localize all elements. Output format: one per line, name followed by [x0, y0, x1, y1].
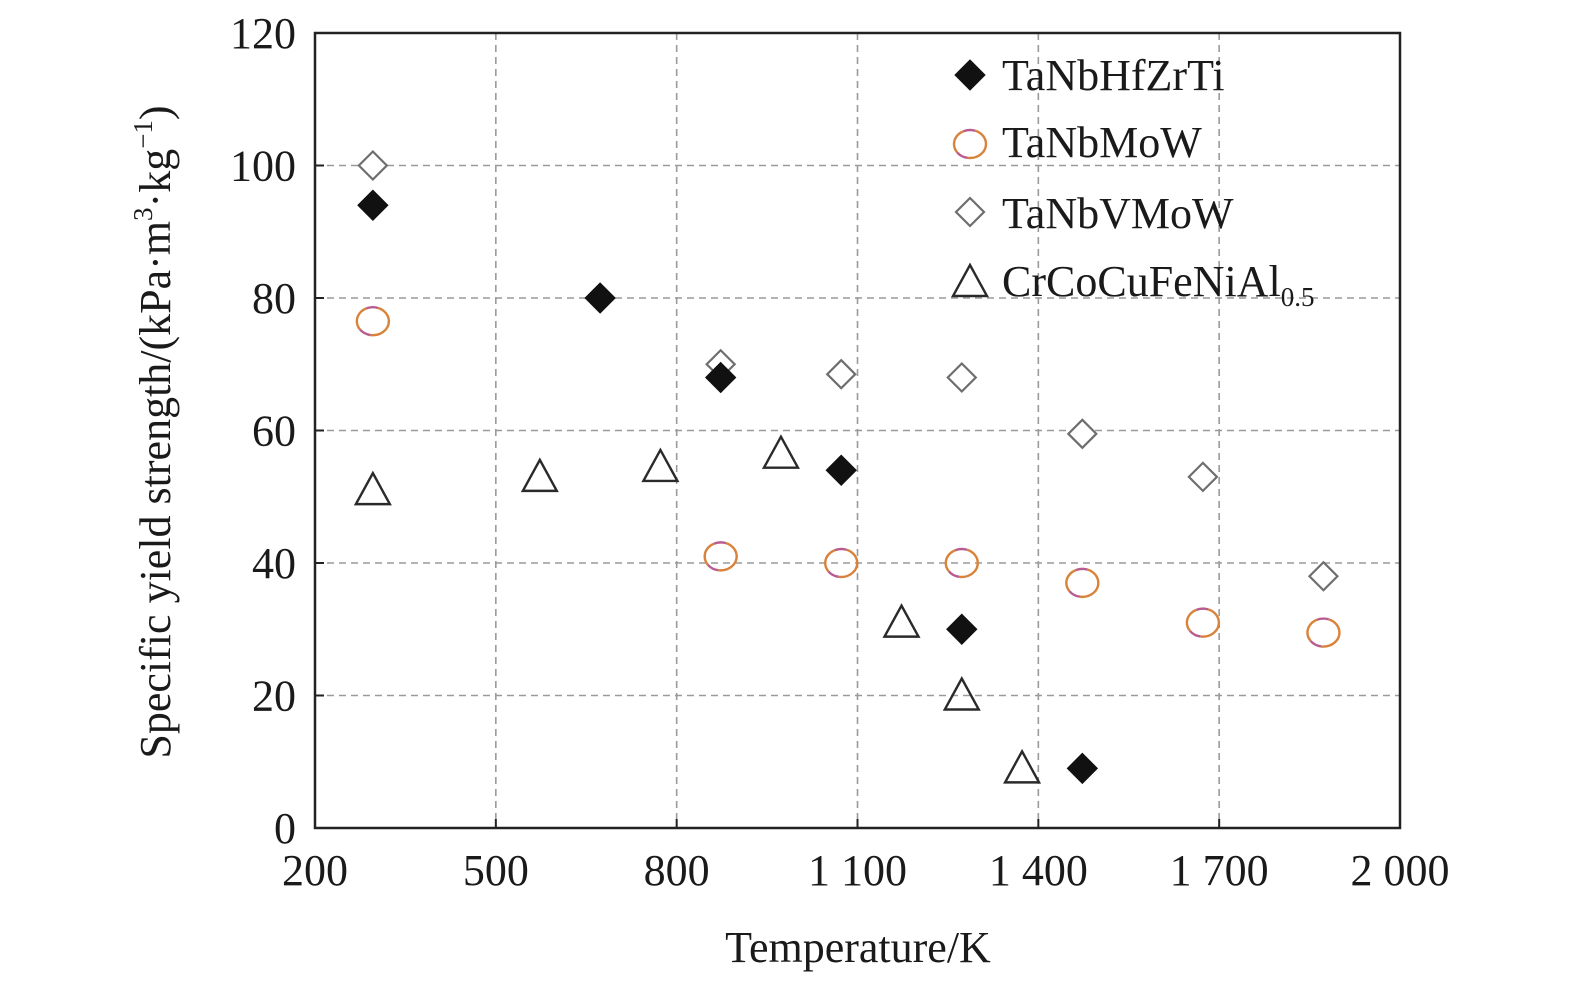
open-circle-point: [355, 305, 391, 337]
x-axis-title: Temperature/K: [725, 923, 991, 972]
legend: TaNbHfZrTi TaNbMoW TaNbVMoW CrCoCuFeNiAl…: [950, 51, 1314, 312]
y-tick-label: 40: [252, 539, 296, 588]
circle-ring-orange: [824, 547, 859, 579]
open-diamond-point: [1066, 418, 1098, 450]
circle-ring-pink: [944, 547, 979, 579]
grid-lines: [315, 33, 1400, 828]
open-triangle-point: [761, 434, 800, 469]
y-tick-label: 120: [230, 9, 296, 58]
circle-ring-pink: [703, 541, 738, 572]
circle-ring-orange: [1185, 607, 1221, 638]
legend-marker-open-diamond-icon: [954, 196, 986, 228]
y-tick-label: 80: [252, 274, 296, 323]
y-axis-title-exp1: 3: [128, 207, 158, 221]
open-triangle-point: [1003, 748, 1042, 784]
y-tick-labels: 0 20 40 60 80 100 120: [230, 9, 296, 853]
y-tick-label: 20: [252, 672, 296, 721]
open-diamond-point: [357, 149, 389, 182]
open-triangle-point: [882, 603, 921, 638]
open-triangle-legend-glyph: [950, 262, 990, 298]
open-circle-point: [824, 547, 859, 579]
legend-item-tanbhfzrti: TaNbHfZrTi: [954, 51, 1225, 100]
filled-diamond-point: [584, 282, 616, 314]
circle-ring-pink: [1306, 617, 1341, 648]
y-axis-title-middle: ·kg: [131, 149, 180, 208]
open-triangle-point: [520, 457, 559, 493]
open-diamond-point: [946, 361, 978, 394]
legend-marker-open-triangle-icon: [950, 262, 990, 298]
filled-diamond-point: [704, 361, 737, 394]
y-tick-label: 0: [274, 804, 296, 853]
legend-label-crcocufenial-sub: 0.5: [1281, 282, 1315, 312]
open-circle-point: [1306, 617, 1341, 648]
circle-ring-orange: [1065, 567, 1100, 599]
open-circle-point: [1185, 607, 1221, 638]
axis-ticks: [314, 32, 1401, 829]
x-tick-label: 1 100: [808, 846, 907, 895]
series-tanbhfzrti: [357, 189, 1099, 785]
circle-ring-pink: [1185, 607, 1221, 638]
open-diamond-legend-glyph: [954, 196, 986, 228]
legend-label-tanbhfzrti: TaNbHfZrTi: [1002, 51, 1225, 100]
filled-diamond-point: [1066, 752, 1099, 785]
legend-marker-filled-diamond-icon: [954, 59, 986, 91]
x-tick-labels: 200 500 800 1 100 1 400 1 700 2 000: [282, 846, 1450, 895]
legend-marker-open-circle-icon: [952, 128, 988, 160]
open-circle-legend-glyph: [952, 128, 988, 160]
circle-ring-orange: [355, 305, 391, 337]
circle-ring-pink: [952, 128, 988, 160]
circle-ring-orange: [703, 541, 738, 572]
circle-ring-orange: [952, 128, 988, 160]
x-tick-label: 1 700: [1170, 846, 1269, 895]
x-tick-label: 200: [282, 846, 348, 895]
open-circle-point: [703, 541, 738, 572]
legend-item-crcocufenial: CrCoCuFeNiAl0.5: [950, 257, 1314, 312]
circle-ring-pink: [824, 547, 859, 579]
open-triangle-point: [641, 447, 680, 483]
y-axis-title-exp2: −1: [128, 120, 158, 149]
y-tick-label: 60: [252, 407, 296, 456]
circle-ring-pink: [355, 305, 391, 337]
legend-item-tanbvmow: TaNbVMoW: [954, 189, 1234, 238]
legend-label-crcocufenial-main: CrCoCuFeNiAl: [1002, 257, 1281, 306]
open-triangle-point: [942, 676, 981, 711]
y-tick-label: 100: [230, 142, 296, 191]
filled-diamond-point: [825, 454, 857, 486]
x-tick-label: 1 400: [989, 846, 1088, 895]
circle-ring-orange: [944, 547, 979, 579]
open-diamond-point: [1307, 560, 1340, 592]
filled-diamond-point: [357, 189, 389, 221]
series-tanbmow: [355, 305, 1341, 648]
y-axis-title-prefix: Specific yield strength/(kPa·m: [131, 221, 180, 759]
open-diamond-point: [825, 358, 857, 390]
open-triangle-point: [353, 470, 392, 506]
legend-item-tanbmow: TaNbMoW: [952, 118, 1202, 167]
open-circle-point: [944, 547, 979, 579]
data-points: [353, 149, 1341, 785]
x-tick-label: 500: [463, 846, 529, 895]
y-axis-title: Specific yield strength/(kPa·m3·kg−1): [128, 105, 180, 758]
x-tick-label: 2 000: [1351, 846, 1450, 895]
legend-label-crcocufenial: CrCoCuFeNiAl0.5: [1002, 257, 1314, 312]
filled-diamond-legend-glyph: [954, 59, 986, 91]
open-diamond-point: [1187, 461, 1219, 493]
open-circle-point: [1065, 567, 1100, 599]
legend-label-tanbmow: TaNbMoW: [1002, 118, 1202, 167]
x-tick-label: 800: [644, 846, 710, 895]
series-crcocufenial: [353, 434, 1042, 784]
y-axis-title-suffix: ): [131, 105, 180, 120]
filled-diamond-point: [946, 613, 978, 645]
circle-ring-orange: [1306, 617, 1341, 648]
legend-label-tanbvmow: TaNbVMoW: [1002, 189, 1234, 238]
circle-ring-pink: [1065, 567, 1100, 599]
